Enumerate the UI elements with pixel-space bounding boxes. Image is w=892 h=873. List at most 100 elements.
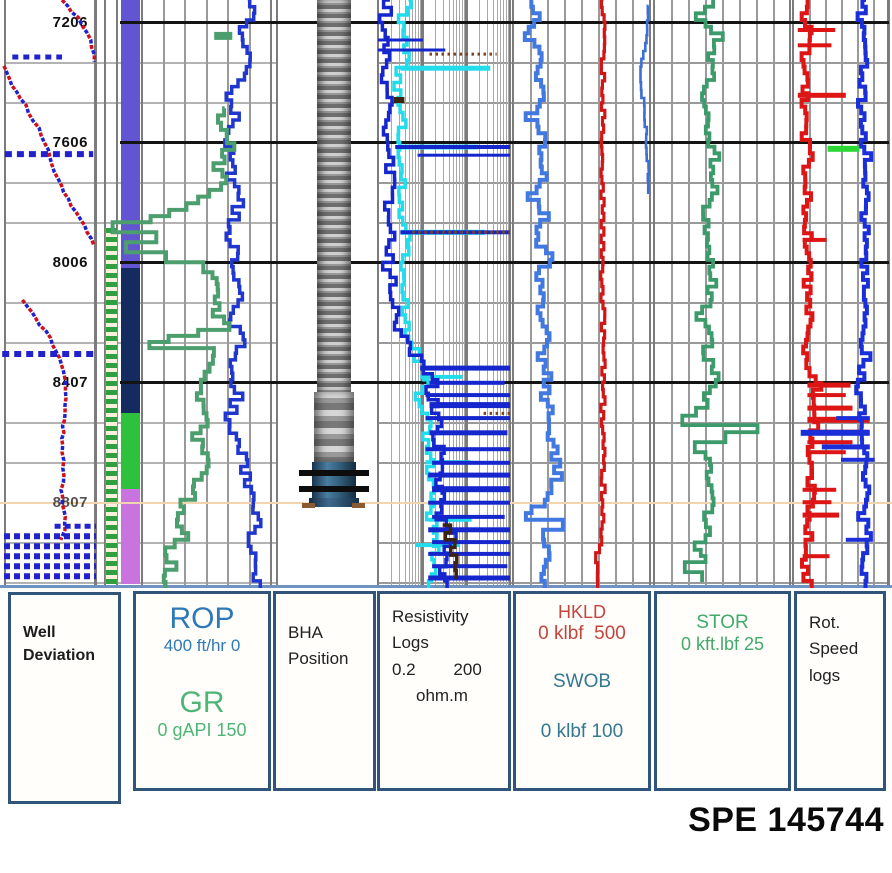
legend-bha: BHA Position — [273, 591, 376, 791]
v-gridline — [581, 0, 583, 588]
v-gridline — [227, 0, 229, 588]
h-gridline — [378, 462, 889, 464]
track-boundary — [792, 0, 794, 588]
v-gridline — [671, 0, 673, 588]
dark-worm-curve — [442, 523, 459, 580]
h-gridline — [378, 62, 889, 64]
track-boundary — [270, 0, 272, 588]
log-gridline — [459, 0, 461, 588]
depth-label: 7606 — [52, 133, 88, 151]
log-gridline — [500, 0, 502, 588]
h-gridline — [378, 222, 889, 224]
v-gridline — [825, 0, 827, 588]
well-deviation-label-2: Deviation — [23, 647, 96, 665]
h-gridline — [378, 342, 889, 344]
log-gridline — [492, 0, 494, 588]
log-gridline — [443, 0, 445, 588]
log-gridline — [508, 0, 510, 588]
rot-red-spike — [807, 393, 846, 398]
h-gridline — [4, 62, 277, 64]
log-gridline — [505, 0, 507, 588]
h-gridline — [4, 582, 277, 584]
resistivity-attenuation-curve — [378, 0, 458, 588]
gr-curve — [110, 106, 237, 588]
resistivity-attenuation-spike — [425, 416, 510, 421]
h-gridline — [4, 102, 277, 104]
track-boundary — [887, 0, 890, 588]
gr-scale: 0 gAPI 150 — [157, 720, 247, 740]
v-gridline — [873, 0, 875, 588]
rot-red-spike — [807, 405, 853, 411]
legend-hkld-swob: HKLD 0 klbf 500 SWOB 0 klbf 100 — [513, 591, 651, 791]
rop-curve — [223, 0, 263, 588]
resistivity-unit: ohm.m — [416, 686, 468, 706]
depth-label: 8006 — [52, 253, 88, 271]
rot-red-spike — [802, 237, 827, 242]
log-gridline — [417, 0, 419, 588]
log-gridline — [399, 0, 401, 588]
v-gridline — [857, 0, 859, 588]
resistivity-attenuation-spike — [432, 514, 505, 519]
well-deviation-curve-alt — [2, 0, 97, 541]
v-gridline — [249, 0, 251, 588]
stabilizer-bar-lower — [299, 486, 369, 492]
legend-rot-speed: Rot. Speed logs — [794, 591, 886, 791]
bit-pad-left — [302, 503, 315, 508]
h-gridline — [4, 182, 277, 184]
track-boundary — [421, 0, 424, 588]
legend-well-deviation: Well Deviation — [8, 592, 121, 804]
stor-scale: 0 kft.lbf 25 — [680, 634, 765, 654]
resistivity-attenuation-spike — [432, 540, 510, 545]
swob-title: SWOB — [552, 671, 612, 692]
dark-worm-spike — [393, 97, 405, 103]
resistivity-phase-curve — [392, 0, 441, 588]
resistivity-attenuation-spike — [429, 380, 505, 385]
log-gridline — [412, 0, 414, 588]
rot-red-spike — [807, 440, 853, 445]
v-gridline — [615, 0, 617, 588]
hkld-scale: 0 klbf 500 — [538, 623, 626, 644]
rot-red-spike — [797, 28, 836, 32]
resistivity-label-2: Logs — [392, 633, 429, 653]
rot-blue-spike — [821, 444, 870, 450]
rot-red-spike — [802, 512, 840, 518]
track-boundary — [512, 0, 514, 588]
v-gridline — [688, 0, 690, 588]
v-gridline — [547, 0, 549, 588]
rot-blue-spike — [836, 416, 870, 421]
track-deviation — [2, 0, 97, 580]
log-gridline — [487, 0, 489, 588]
log-gridline — [503, 0, 505, 588]
track-boundary — [509, 0, 511, 588]
log-gridline — [461, 0, 463, 588]
v-gridline — [756, 0, 758, 588]
log-gridline — [464, 0, 466, 588]
resistivity-phase-spike — [429, 517, 472, 522]
h-gridline — [378, 102, 889, 104]
swob-curve — [522, 0, 565, 588]
lithology-segment — [121, 489, 140, 584]
resistivity-attenuation-spike — [428, 472, 510, 478]
resistivity-phase-spike — [420, 374, 463, 379]
resistivity-attenuation-spike — [428, 575, 510, 581]
log-gridline — [435, 0, 437, 588]
rot-green-marker-spike — [827, 145, 860, 152]
log-gridline — [415, 0, 417, 588]
track-boundary — [4, 0, 6, 588]
track-stor — [680, 0, 760, 583]
log-gridline — [456, 0, 458, 588]
bit-pad-right — [352, 503, 365, 508]
h-gridline — [378, 542, 889, 544]
well-deviation-label-1: Well — [23, 624, 56, 641]
rot-red-spike — [802, 554, 830, 559]
drill-pipe — [317, 0, 351, 392]
aux-blue-curve — [639, 4, 650, 194]
hkld-curve — [594, 0, 607, 588]
h-gridline — [378, 582, 889, 584]
resistivity-attenuation-spike — [428, 527, 510, 533]
resistivity-attenuation-spike — [428, 551, 510, 556]
rot-red-spike — [797, 43, 832, 48]
log-gridline — [479, 0, 481, 588]
resistivity-attenuation-spike — [429, 402, 510, 409]
rot-label-1: Rot. — [809, 613, 841, 632]
